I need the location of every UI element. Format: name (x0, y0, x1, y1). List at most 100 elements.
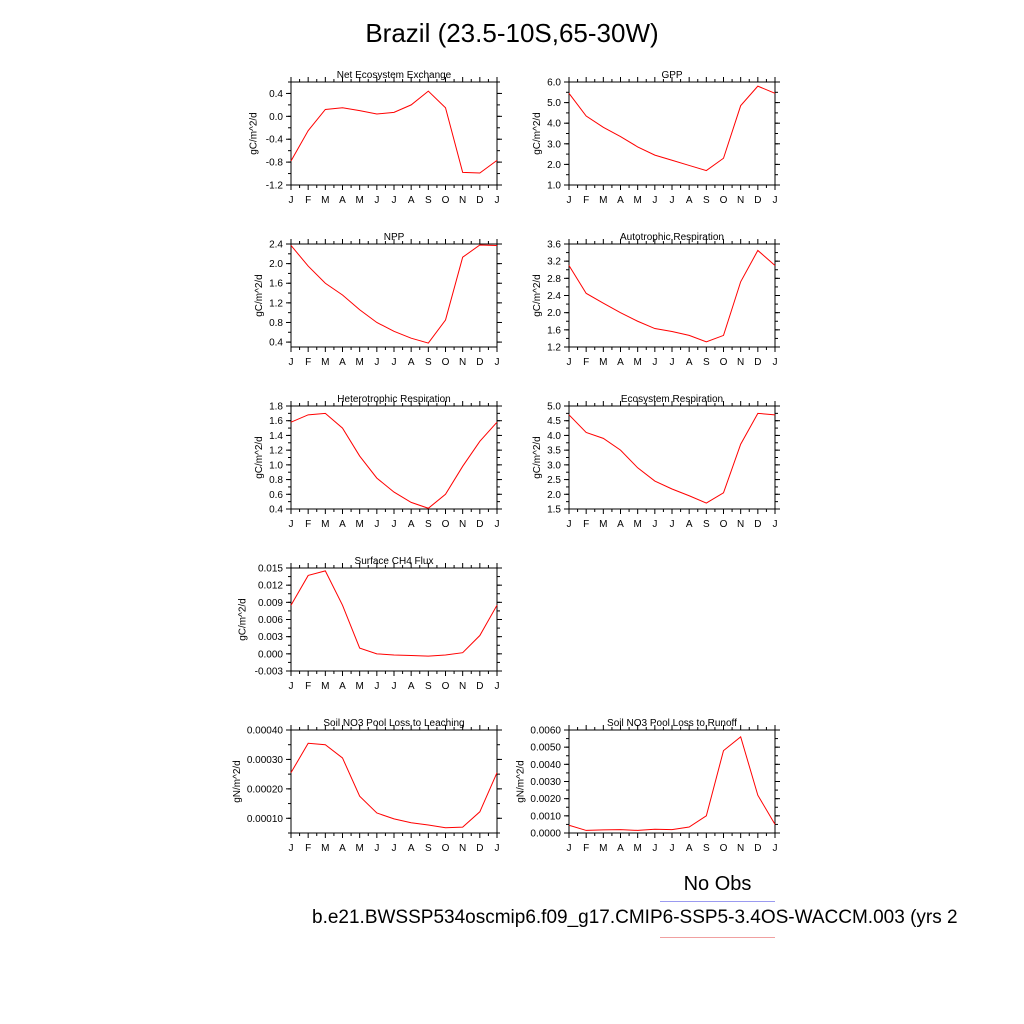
x-tick-label: S (425, 843, 432, 854)
panel-title: Autotrophic Respiration (620, 232, 724, 243)
x-tick-label: J (773, 843, 778, 854)
page-title: Brazil (23.5-10S,65-30W) (365, 18, 659, 48)
y-tick-label: 2.0 (547, 160, 561, 171)
panel-title: GPP (661, 70, 682, 81)
x-tick-label: J (374, 843, 379, 854)
x-tick-label: F (305, 519, 311, 530)
series-line (290, 244, 498, 344)
x-tick-label: J (495, 357, 500, 368)
x-tick-label: A (408, 681, 415, 692)
plot-frame (568, 405, 776, 510)
y-axis-label: gC/m^2/d (254, 436, 265, 479)
x-tick-label: D (754, 357, 761, 368)
y-axis-label: gN/m^2/d (515, 760, 526, 803)
x-tick-label: O (720, 519, 728, 530)
y-axis-label: gC/m^2/d (249, 112, 260, 155)
x-tick-label: J (773, 195, 778, 206)
plot-frame (290, 567, 498, 672)
x-tick-label: D (754, 843, 761, 854)
x-tick-label: A (339, 681, 346, 692)
x-tick-label: O (442, 681, 450, 692)
y-tick-label: 1.6 (269, 279, 283, 290)
y-tick-label: 0.0060 (530, 726, 561, 737)
y-tick-label: 1.2 (269, 446, 283, 457)
x-tick-label: M (599, 519, 607, 530)
x-tick-label: J (652, 843, 657, 854)
x-tick-label: S (425, 519, 432, 530)
y-tick-label: 2.0 (547, 490, 561, 501)
x-tick-label: M (633, 519, 641, 530)
y-tick-label: 0.8 (269, 318, 283, 329)
x-tick-label: J (773, 519, 778, 530)
panel-title: Net Ecosystem Exchange (337, 70, 452, 81)
y-axis-label: gC/m^2/d (532, 274, 543, 317)
legend-label: No Obs (683, 873, 752, 895)
y-tick-label: 3.0 (547, 139, 561, 150)
x-tick-label: M (633, 195, 641, 206)
x-tick-label: N (737, 843, 744, 854)
plot-frame (290, 81, 498, 186)
y-tick-label: -0.003 (255, 667, 284, 678)
x-tick-label: N (737, 519, 744, 530)
x-tick-label: S (425, 681, 432, 692)
x-tick-label: J (392, 357, 397, 368)
x-tick-label: J (567, 519, 572, 530)
y-tick-label: 0.0040 (530, 760, 561, 771)
x-tick-label: S (703, 519, 710, 530)
y-tick-label: 2.0 (269, 259, 283, 270)
x-tick-label: J (495, 195, 500, 206)
x-tick-label: M (321, 195, 329, 206)
x-tick-label: S (703, 357, 710, 368)
y-tick-label: 0.0050 (530, 743, 561, 754)
y-tick-label: 0.00020 (247, 784, 284, 795)
y-tick-label: 3.0 (547, 460, 561, 471)
plot-frame (290, 729, 498, 834)
x-tick-label: M (355, 843, 363, 854)
y-tick-label: 2.4 (547, 291, 561, 302)
x-tick-label: J (392, 681, 397, 692)
x-tick-label: D (754, 519, 761, 530)
x-tick-label: O (720, 843, 728, 854)
panel-title: Soil NO3 Pool Loss to Leaching (323, 718, 464, 729)
y-tick-label: 0.4 (269, 338, 283, 349)
x-tick-label: A (339, 519, 346, 530)
x-tick-label: S (425, 357, 432, 368)
y-tick-label: 0.009 (258, 598, 283, 609)
y-axis-label: gC/m^2/d (532, 436, 543, 479)
y-tick-label: 3.5 (547, 446, 561, 457)
x-tick-label: A (686, 195, 693, 206)
plot-frame (568, 81, 776, 186)
x-tick-label: N (737, 195, 744, 206)
y-tick-label: 3.6 (547, 240, 561, 251)
x-tick-label: A (408, 195, 415, 206)
legend-line-model (660, 937, 775, 938)
x-tick-label: M (355, 357, 363, 368)
x-tick-label: J (495, 843, 500, 854)
y-tick-label: 0.0000 (530, 829, 561, 840)
x-tick-label: A (339, 843, 346, 854)
x-tick-label: J (289, 681, 294, 692)
series-line (290, 570, 498, 657)
x-tick-label: J (652, 519, 657, 530)
x-tick-label: J (289, 519, 294, 530)
series-line (290, 412, 498, 509)
x-tick-label: O (720, 357, 728, 368)
x-tick-label: J (289, 843, 294, 854)
y-tick-label: 1.2 (269, 298, 283, 309)
x-tick-label: J (392, 843, 397, 854)
x-tick-label: A (408, 519, 415, 530)
y-tick-label: 5.0 (547, 402, 561, 413)
x-tick-label: A (686, 519, 693, 530)
x-tick-label: M (599, 195, 607, 206)
y-tick-label: 1.6 (269, 416, 283, 427)
x-tick-label: M (321, 843, 329, 854)
x-tick-label: N (737, 357, 744, 368)
x-tick-label: J (392, 519, 397, 530)
x-tick-label: M (321, 519, 329, 530)
x-tick-label: M (355, 195, 363, 206)
y-tick-label: 3.2 (547, 257, 561, 268)
x-tick-label: F (583, 195, 589, 206)
